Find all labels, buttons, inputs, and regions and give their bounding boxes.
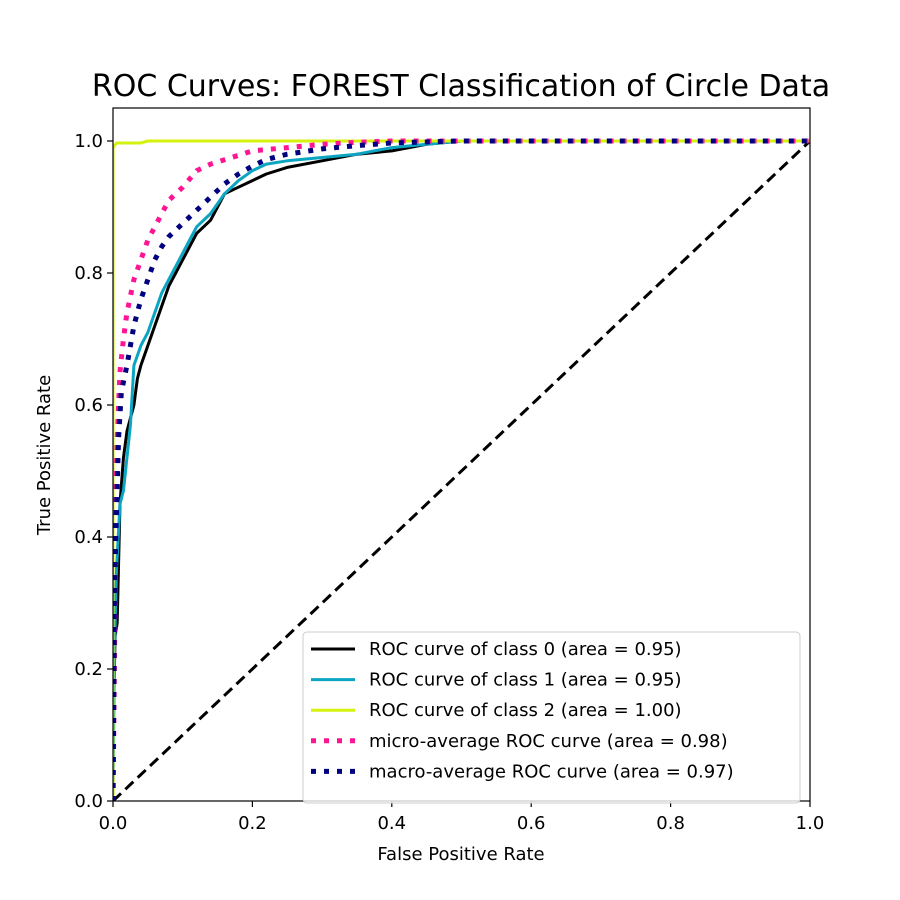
legend-entry-label: ROC curve of class 1 (area = 0.95) <box>369 670 682 691</box>
x-axis: 0.0 0.2 0.4 0.6 0.8 1.0 <box>99 801 825 834</box>
y-tick-label: 0.6 <box>74 395 103 416</box>
y-tick-label: 0.4 <box>74 527 103 548</box>
y-tick-label: 1.0 <box>74 131 103 152</box>
chance-diagonal-line <box>113 139 810 801</box>
chart-title: ROC Curves: FOREST Classification of Cir… <box>92 69 830 104</box>
legend-entry-label: macro-average ROC curve (area = 0.97) <box>369 761 734 782</box>
legend: ROC curve of class 0 (area = 0.95) ROC cu… <box>302 631 801 804</box>
x-tick-label: 1.0 <box>796 813 825 834</box>
x-tick-label: 0.6 <box>517 813 546 834</box>
legend-entry-label: ROC curve of class 0 (area = 0.95) <box>369 639 682 660</box>
y-tick-label: 0.2 <box>74 659 103 680</box>
legend-entry-label: ROC curve of class 2 (area = 1.00) <box>369 700 682 721</box>
series-line-2 <box>113 139 810 801</box>
series-line-0 <box>113 139 810 801</box>
x-tick-label: 0.4 <box>377 813 406 834</box>
y-tick-label: 0.8 <box>74 263 103 284</box>
x-tick-label: 0.0 <box>99 813 128 834</box>
series-line-4 <box>113 138 810 801</box>
series-layer <box>113 138 810 801</box>
y-axis-label: True Positive Rate <box>34 375 55 536</box>
x-tick-label: 0.8 <box>656 813 685 834</box>
y-axis: 0.0 0.2 0.4 0.6 0.8 1.0 <box>74 131 113 812</box>
x-tick-label: 0.2 <box>238 813 267 834</box>
legend-entry-label: micro-average ROC curve (area = 0.98) <box>369 731 728 752</box>
series-line-1 <box>113 139 810 801</box>
x-axis-label: False Positive Rate <box>377 844 544 865</box>
legend-box <box>302 631 801 804</box>
y-tick-label: 0.0 <box>74 791 103 812</box>
